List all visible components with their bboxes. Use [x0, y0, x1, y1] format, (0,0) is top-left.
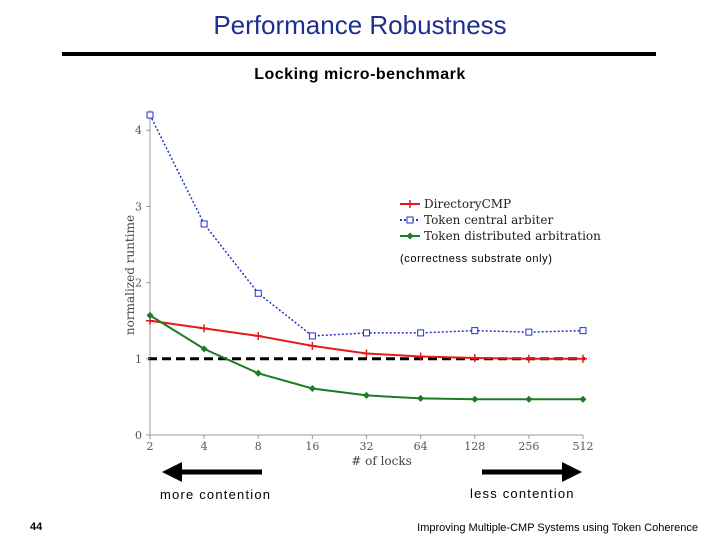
legend-marker: [406, 232, 414, 240]
x-tick-label: 512: [573, 440, 594, 453]
data-point: [525, 395, 533, 403]
data-point: [254, 289, 262, 297]
legend-label: Token central arbiter: [424, 213, 553, 227]
data-point: [308, 341, 317, 350]
data-point: [308, 332, 316, 340]
x-tick-label: 16: [305, 440, 319, 453]
data-point: [254, 369, 262, 377]
page-number: 44: [30, 521, 43, 533]
y-tick-label: 3: [135, 200, 142, 213]
more-contention-arrowhead: [162, 462, 182, 482]
data-point: [525, 328, 533, 336]
x-tick-label: 256: [518, 440, 539, 453]
y-tick-label: 2: [135, 277, 142, 290]
x-tick-label: 128: [464, 440, 485, 453]
data-point: [579, 395, 587, 403]
contention-arrows: [162, 462, 582, 482]
x-tick-label: 8: [255, 440, 262, 453]
data-point: [417, 329, 425, 337]
y-axis-label: normalized runtime: [123, 215, 137, 335]
x-tick-label: 2: [147, 440, 154, 453]
data-point: [200, 324, 209, 333]
y-tick-label: 0: [135, 429, 142, 442]
data-point: [146, 111, 154, 119]
slide-title: Performance Robustness: [213, 10, 507, 40]
chart-series: [146, 111, 587, 403]
x-tick-label: 32: [360, 440, 374, 453]
chart-legend: DirectoryCMP Token central arbiter Token d…: [400, 197, 601, 265]
footer-text: Improving Multiple-CMP Systems using Tok…: [417, 522, 698, 534]
legend-marker: [406, 216, 414, 224]
data-point: [363, 391, 370, 399]
data-point: [254, 331, 263, 340]
data-point: [471, 327, 479, 335]
legend-label: DirectoryCMP: [424, 197, 511, 211]
data-point: [470, 354, 479, 363]
x-tick-label: 4: [201, 440, 208, 453]
data-point: [579, 354, 587, 363]
data-point: [362, 349, 371, 358]
x-axis-label: # of locks: [351, 454, 412, 468]
data-point: [416, 352, 425, 361]
chart-ticks: 0 1 2 3 4 2 4 8 16 32 64 128 256 512 # of locks normali…: [123, 124, 594, 468]
y-tick-label: 1: [135, 353, 142, 366]
data-point: [471, 395, 479, 403]
y-tick-label: 4: [135, 124, 142, 137]
x-tick-label: 64: [414, 440, 428, 453]
legend-label: Token distributed arbitration: [424, 229, 601, 243]
title-divider: [62, 52, 656, 56]
legend-marker: [406, 200, 414, 208]
data-point: [308, 385, 316, 393]
legend-note: (correctness substrate only): [400, 253, 553, 265]
less-contention-arrowhead: [562, 462, 582, 482]
data-point: [524, 354, 533, 363]
data-point: [200, 345, 208, 353]
data-point: [363, 329, 370, 337]
data-point: [200, 220, 208, 228]
data-point: [417, 394, 425, 402]
chart-title: Locking micro-benchmark: [254, 66, 466, 83]
chart-axes: [148, 110, 585, 436]
data-point: [579, 327, 587, 335]
more-contention-label: more contention: [160, 487, 272, 502]
data-point: [146, 311, 154, 319]
less-contention-label: less contention: [470, 486, 575, 501]
